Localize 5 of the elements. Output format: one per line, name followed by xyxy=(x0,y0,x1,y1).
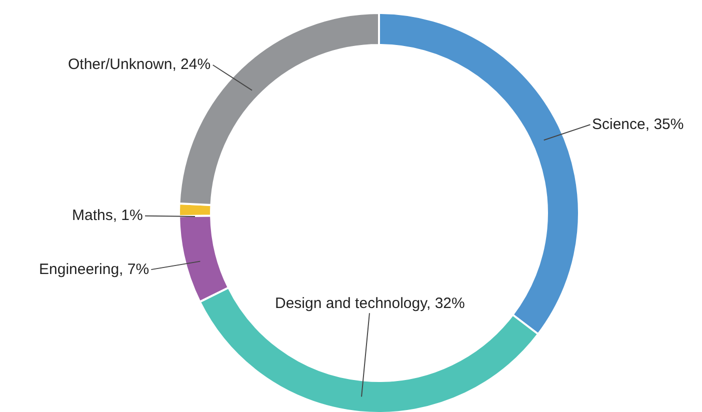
slice-label: Maths, 1% xyxy=(72,207,143,224)
slice-label: Other/Unknown, 24% xyxy=(68,56,211,73)
slice-label: Engineering, 7% xyxy=(39,261,150,278)
slice-label: Design and technology, 32% xyxy=(275,295,465,312)
slice-label: Science, 35% xyxy=(592,116,684,133)
